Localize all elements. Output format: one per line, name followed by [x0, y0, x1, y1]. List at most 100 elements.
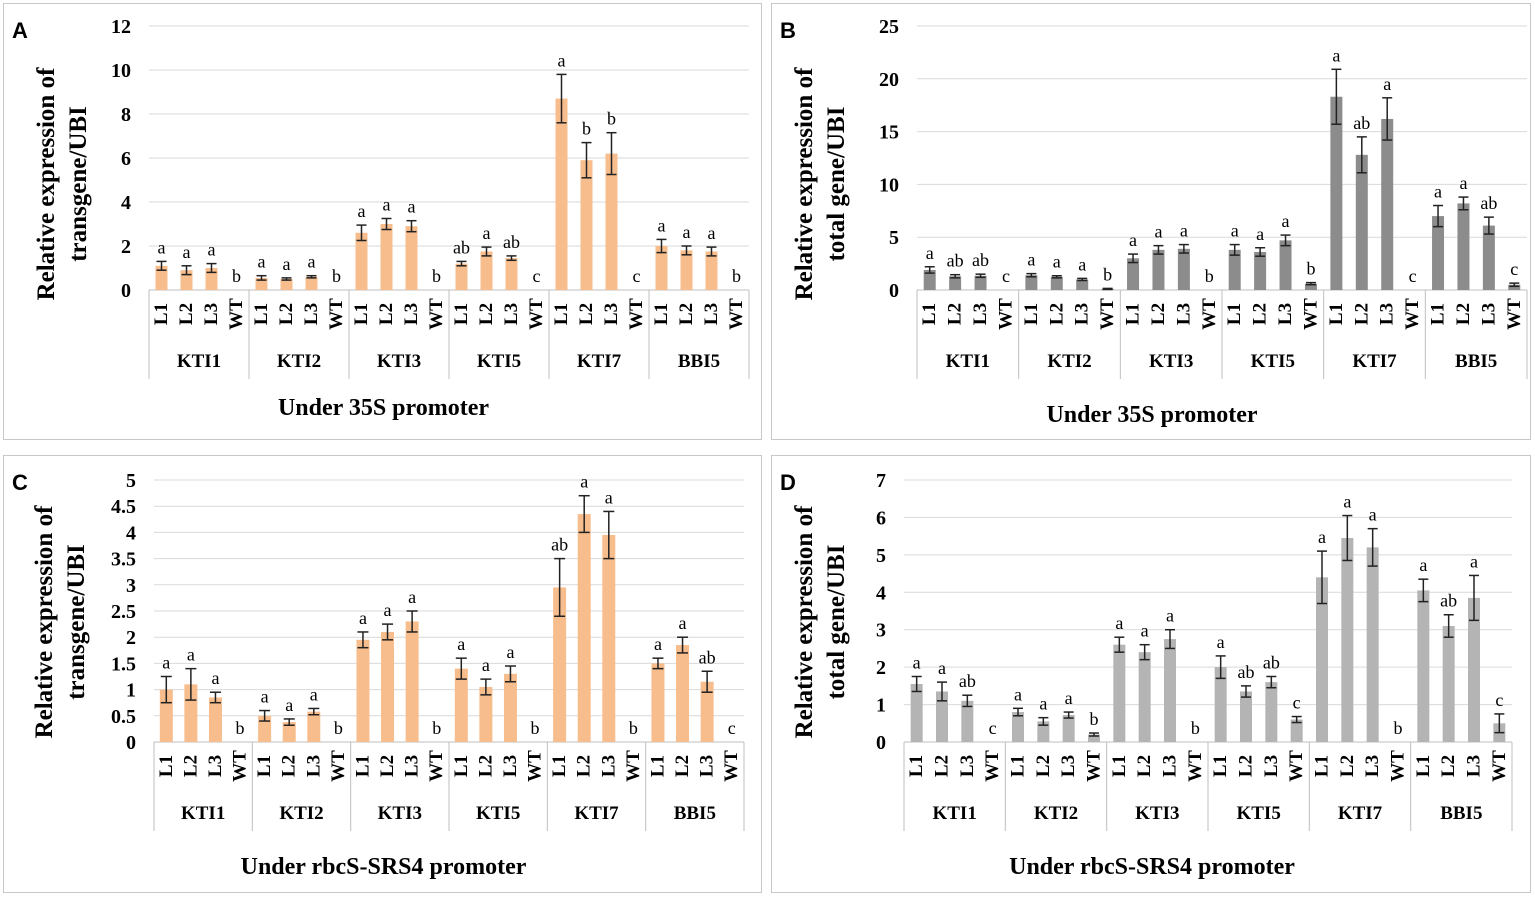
bar-bbi5-l1 [1417, 590, 1430, 742]
category-label-wt: WT [230, 750, 251, 782]
category-label-l2: L2 [576, 303, 597, 325]
y-axis-label-line2: transgene/UBI [65, 106, 92, 262]
category-label-l3: L3 [401, 303, 422, 325]
y-tick-label: 4.5 [111, 496, 136, 518]
bar-kti7-l1 [553, 587, 567, 742]
y-tick-label: 10 [879, 174, 899, 196]
significance-letter: a [1434, 182, 1442, 202]
group-label-kti3: KTI3 [377, 351, 421, 372]
category-label-l3: L3 [598, 755, 619, 777]
significance-letter: a [913, 653, 921, 673]
significance-letter: b [607, 109, 616, 129]
bar-kti7-l2 [1341, 538, 1354, 742]
category-label-l2: L2 [1148, 303, 1169, 325]
category-label-l1: L1 [1008, 755, 1029, 777]
y-tick-label: 0 [876, 732, 886, 754]
y-tick-label: 3 [876, 620, 886, 642]
category-label-l3: L3 [1173, 303, 1194, 325]
category-label-wt: WT [1286, 750, 1307, 782]
category-label-l1: L1 [549, 755, 570, 777]
bar-kti2-l2 [282, 722, 296, 742]
category-label-l3: L3 [201, 303, 222, 325]
y-tick-label: 6 [121, 148, 131, 170]
bar-kti7-l3 [602, 535, 616, 742]
category-label-l3: L3 [697, 755, 718, 777]
y-tick-label: 0 [889, 280, 899, 302]
bar-kti1-l1 [910, 683, 923, 742]
category-label-wt: WT [1084, 750, 1105, 782]
y-axis-label-line1: Relative expression of [791, 505, 818, 739]
y-tick-label: 2 [121, 236, 131, 258]
category-label-wt: WT [1097, 298, 1118, 330]
significance-letter: c [1495, 690, 1503, 710]
chart-panel-d: D Relative expression of total gene/UBI 0 1 2… [771, 455, 1531, 893]
category-label-wt: WT [226, 298, 247, 330]
bar-kti5-l2 [1254, 251, 1267, 290]
y-tick-label: 12 [111, 16, 131, 38]
bar-kti7-l2 [577, 514, 591, 742]
bar-kti3-l3 [1177, 248, 1190, 290]
bar-bbi5-l2 [676, 645, 690, 742]
bar-kti3-l2 [380, 224, 393, 290]
significance-letter: ab [551, 535, 568, 555]
category-label-l1: L1 [1123, 303, 1144, 325]
category-label-l2: L2 [376, 303, 397, 325]
category-label-l3: L3 [1072, 303, 1093, 325]
significance-letter: a [158, 237, 166, 257]
bar-bbi5-l1 [655, 246, 668, 290]
category-label-wt: WT [1489, 750, 1510, 782]
category-label-l3: L3 [402, 755, 423, 777]
y-tick-label: 1.5 [111, 653, 136, 675]
bar-kti2-l3 [305, 276, 318, 290]
bar-kti7-l1 [1330, 96, 1343, 290]
bar-kti5-l1 [454, 668, 468, 742]
panel-label-a: A [12, 18, 28, 43]
category-label-l1: L1 [906, 755, 927, 777]
significance-letter: b [334, 718, 343, 738]
category-label-wt: WT [623, 750, 644, 782]
y-axis-label-line2: transgene/UBI [63, 544, 90, 700]
category-label-l3: L3 [205, 755, 226, 777]
bar-kti2-l3 [307, 711, 321, 742]
significance-letter: a [1014, 684, 1022, 704]
chart-panel-c: C Relative expression of transgene/UBI 0 0.5… [3, 455, 762, 893]
category-label-l2: L2 [574, 755, 595, 777]
bar-bbi5-l2 [680, 250, 693, 290]
bar-bbi5-l3 [1468, 597, 1480, 742]
significance-letter: b [432, 718, 441, 738]
category-label-l1: L1 [451, 303, 472, 325]
y-tick-label: 5 [876, 545, 886, 567]
category-label-l1: L1 [919, 303, 940, 325]
significance-letter: b [1103, 264, 1112, 284]
bar-kti5-l2 [480, 251, 493, 290]
significance-letter: a [708, 223, 716, 243]
significance-letter: a [1231, 221, 1239, 241]
significance-letter: b [332, 266, 341, 286]
significance-letter: a [283, 254, 291, 274]
significance-letter: a [483, 223, 491, 243]
significance-letter: a [558, 50, 566, 70]
significance-letter: a [654, 634, 662, 654]
category-label-wt: WT [1504, 298, 1525, 330]
bar-kti5-l3 [1265, 682, 1278, 742]
significance-letter: b [1394, 718, 1403, 738]
bar-kti3-l1 [1127, 258, 1140, 290]
category-label-l1: L1 [351, 303, 372, 325]
y-tick-label: 5 [889, 227, 899, 249]
category-label-l2: L2 [180, 755, 201, 777]
significance-letter: a [1141, 621, 1149, 641]
significance-letter: c [1293, 693, 1301, 713]
category-label-l2: L2 [1453, 303, 1474, 325]
category-label-l1: L1 [1413, 755, 1434, 777]
significance-letter: b [1205, 266, 1214, 286]
bar-bbi5-l1 [1432, 216, 1445, 290]
group-label-bbi5: BBI5 [1455, 351, 1497, 372]
category-label-l3: L3 [303, 755, 324, 777]
bar-kti3-l2 [1138, 652, 1151, 742]
bar-kti2-l2 [1037, 721, 1050, 742]
category-label-l3: L3 [601, 303, 622, 325]
y-axis-label-line1: Relative expression of [791, 67, 818, 301]
y-tick-label: 4 [121, 192, 131, 214]
category-label-l3: L3 [1377, 303, 1398, 325]
